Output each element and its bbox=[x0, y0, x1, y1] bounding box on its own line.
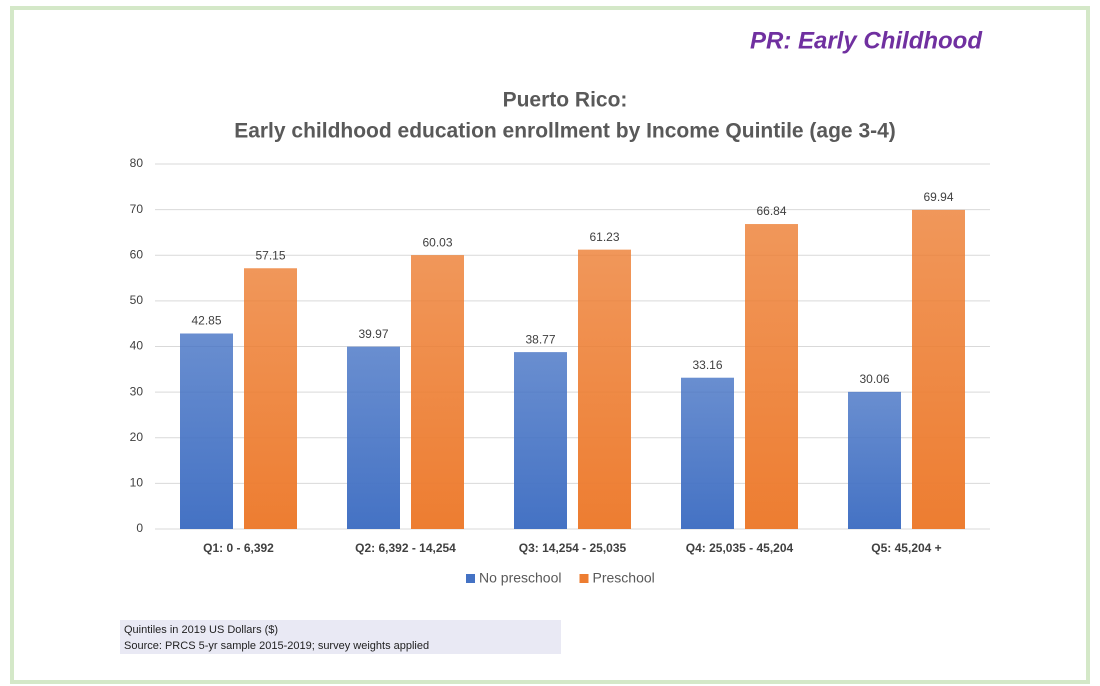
value-label: 69.94 bbox=[923, 190, 953, 204]
bar bbox=[347, 346, 400, 529]
bar bbox=[244, 268, 297, 529]
x-tick-label: Q4: 25,035 - 45,204 bbox=[686, 541, 794, 555]
legend-label: Preschool bbox=[593, 570, 655, 586]
y-tick-label: 20 bbox=[130, 430, 144, 444]
bar bbox=[514, 352, 567, 529]
legend-swatch bbox=[579, 574, 589, 583]
bar bbox=[681, 377, 734, 529]
value-label: 60.03 bbox=[422, 235, 452, 249]
bar bbox=[848, 391, 901, 529]
y-tick-label: 10 bbox=[130, 476, 144, 490]
bar bbox=[912, 209, 965, 529]
value-label: 39.97 bbox=[358, 327, 388, 341]
legend-label: No preschool bbox=[479, 570, 562, 586]
value-label: 57.15 bbox=[255, 248, 285, 262]
note-box bbox=[120, 620, 561, 654]
y-tick-label: 30 bbox=[130, 384, 144, 398]
value-label: 38.77 bbox=[525, 332, 555, 346]
bar bbox=[578, 249, 631, 529]
value-label: 42.85 bbox=[191, 314, 221, 328]
chart-subtitle: Early childhood education enrollment by … bbox=[234, 120, 896, 143]
y-tick-label: 60 bbox=[130, 247, 144, 261]
x-tick-label: Q1: 0 - 6,392 bbox=[203, 541, 274, 555]
bar bbox=[745, 224, 798, 530]
x-tick-label: Q2: 6,392 - 14,254 bbox=[355, 541, 456, 555]
x-tick-label: Q5: 45,204 + bbox=[871, 541, 941, 555]
note: Quintiles in 2019 US Dollars ($) bbox=[124, 624, 278, 636]
legend-swatch bbox=[466, 574, 475, 583]
y-tick-label: 70 bbox=[130, 202, 144, 216]
y-tick-label: 50 bbox=[130, 293, 144, 307]
y-tick-label: 80 bbox=[130, 156, 144, 170]
y-tick-label: 0 bbox=[136, 521, 143, 535]
x-tick-label: Q3: 14,254 - 25,035 bbox=[519, 541, 627, 555]
value-label: 61.23 bbox=[589, 230, 619, 244]
value-label: 30.06 bbox=[859, 372, 889, 386]
chart-title: Puerto Rico: bbox=[503, 89, 628, 112]
value-label: 33.16 bbox=[692, 358, 722, 372]
y-tick-label: 40 bbox=[130, 339, 144, 353]
bar bbox=[411, 255, 464, 529]
page-header: PR: Early Childhood bbox=[750, 27, 983, 54]
value-label: 66.84 bbox=[756, 204, 786, 218]
bar bbox=[180, 333, 233, 529]
note: Source: PRCS 5-yr sample 2015-2019; surv… bbox=[124, 640, 429, 652]
